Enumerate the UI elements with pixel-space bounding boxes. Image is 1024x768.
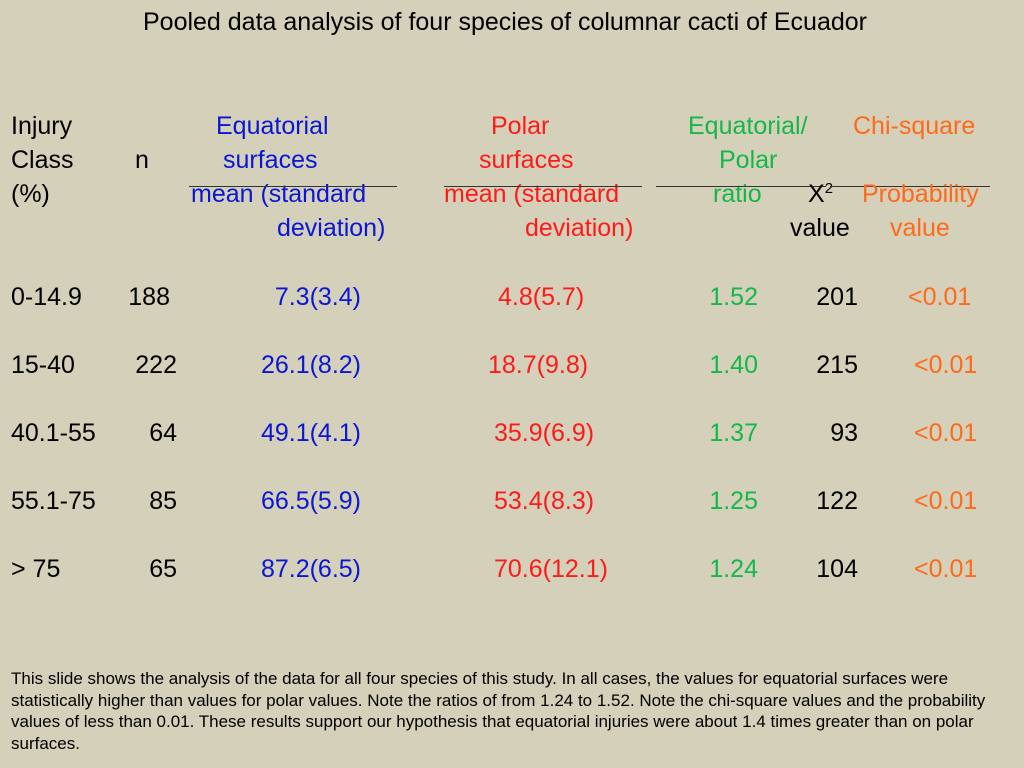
row-chi: 93	[830, 419, 858, 447]
row-chi: 122	[816, 487, 858, 515]
header-equatorial-line1: Equatorial	[216, 112, 329, 140]
chi-header-rule	[830, 186, 990, 187]
ratio-header-rule	[656, 186, 826, 187]
row-ratio: 1.25	[709, 487, 758, 515]
header-polar-line1: Polar	[491, 112, 550, 140]
polar-header-rule	[444, 186, 642, 187]
equatorial-header-rule	[189, 186, 397, 187]
row-equatorial: 26.1(8.2)	[260, 351, 361, 379]
header-injury-line1: Injury	[11, 112, 73, 140]
header-ratio-line1: Equatorial/	[688, 112, 808, 140]
row-chi: 201	[816, 283, 858, 311]
header-chi-x: X2	[808, 180, 834, 208]
header-injury-line2: Class	[11, 146, 74, 174]
header-equatorial-line3: mean (standard	[191, 180, 367, 208]
header-prob-line2: value	[890, 214, 950, 242]
row-p: <0.01	[908, 283, 972, 311]
row-n: 188	[128, 283, 170, 311]
header-polar-line4: deviation)	[525, 214, 634, 242]
header-equatorial-line4: deviation)	[277, 214, 386, 242]
row-ratio: 1.24	[709, 555, 758, 583]
header-prob-line1: Probability	[862, 180, 979, 208]
header-polar-line3: mean (standard	[444, 180, 620, 208]
row-ratio: 1.37	[709, 419, 758, 447]
header-injury-line3: (%)	[11, 180, 50, 208]
row-n: 64	[149, 419, 177, 447]
header-n: n	[135, 146, 149, 174]
row-class: 15-40	[11, 351, 75, 379]
row-n: 65	[149, 555, 177, 583]
row-chi: 215	[816, 351, 858, 379]
page-title: Pooled data analysis of four species of …	[142, 8, 867, 36]
row-ratio: 1.40	[709, 351, 758, 379]
row-polar: 4.8(5.7)	[498, 283, 585, 311]
header-ratio-line3: ratio	[713, 180, 762, 208]
row-p: <0.01	[914, 351, 978, 379]
row-p: <0.01	[914, 419, 978, 447]
row-equatorial: 7.3(3.4)	[274, 283, 361, 311]
row-p: <0.01	[914, 555, 978, 583]
header-equatorial-line2: surfaces	[223, 146, 318, 174]
header-chi-value: value	[790, 214, 850, 242]
row-class: 0-14.9	[11, 283, 82, 311]
header-chisquare: Chi-square	[853, 112, 976, 140]
row-equatorial: 87.2(6.5)	[260, 555, 361, 583]
row-p: <0.01	[914, 487, 978, 515]
row-class: 55.1-75	[11, 487, 96, 515]
row-polar: 35.9(6.9)	[494, 419, 595, 447]
row-equatorial: 49.1(4.1)	[260, 419, 361, 447]
row-class: > 75	[11, 555, 61, 583]
row-n: 85	[149, 487, 177, 515]
row-polar: 18.7(9.8)	[488, 351, 589, 379]
header-polar-line2: surfaces	[479, 146, 574, 174]
row-chi: 104	[816, 555, 858, 583]
row-ratio: 1.52	[709, 283, 758, 311]
slide-note: This slide shows the analysis of the dat…	[11, 669, 986, 753]
row-n: 222	[135, 351, 177, 379]
row-equatorial: 66.5(5.9)	[260, 487, 361, 515]
row-polar: 70.6(12.1)	[494, 555, 608, 583]
row-polar: 53.4(8.3)	[494, 487, 595, 515]
row-class: 40.1-55	[11, 419, 96, 447]
header-ratio-line2: Polar	[719, 146, 778, 174]
